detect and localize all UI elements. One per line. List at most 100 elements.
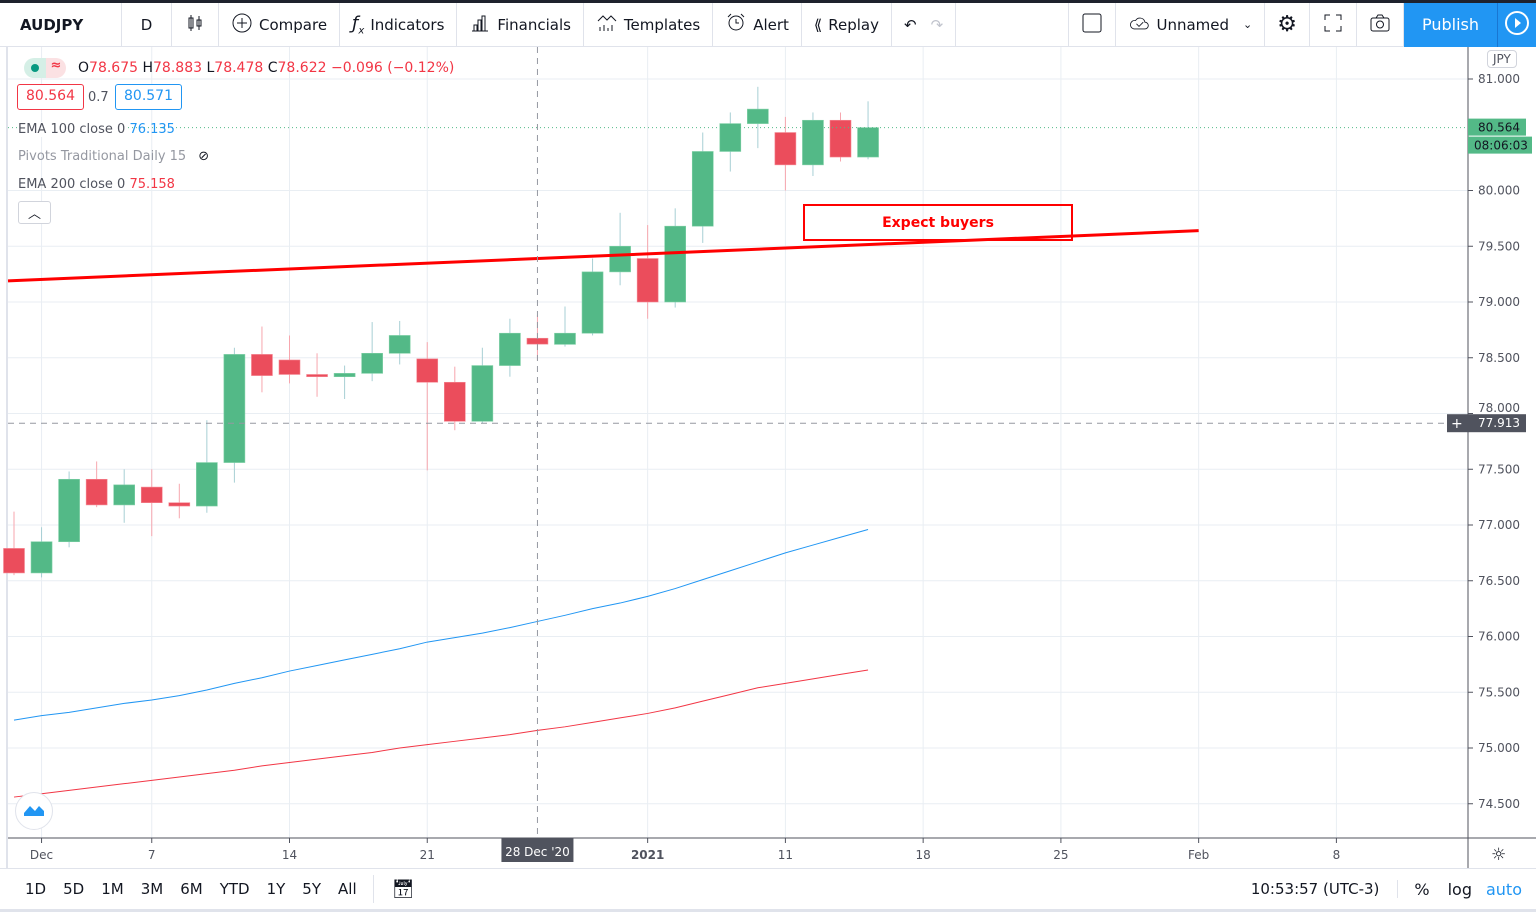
indicator-name: EMA 100 close 0: [18, 122, 126, 137]
interval-button[interactable]: D: [122, 2, 172, 47]
compare-button[interactable]: Compare: [219, 2, 341, 47]
layout-select-button[interactable]: [1069, 2, 1117, 47]
auto-toggle[interactable]: auto: [1485, 879, 1522, 899]
redo-icon[interactable]: ↷: [930, 15, 944, 34]
range-button-all[interactable]: All: [338, 880, 357, 898]
low-label: L: [206, 60, 215, 76]
fullscreen-button[interactable]: [1310, 2, 1357, 47]
range-button-1y[interactable]: 1Y: [266, 880, 286, 898]
range-button-ytd[interactable]: YTD: [219, 880, 250, 898]
candles-icon: [184, 12, 206, 38]
candle-2021-01-13: [829, 112, 852, 162]
crosshair-date-label: 28 Dec '20: [505, 845, 570, 859]
crosshair-price-label-bg: [1447, 414, 1526, 433]
candle-2021-01-04: [636, 225, 659, 319]
range-button-1d[interactable]: 1D: [25, 880, 47, 898]
cloud-check-icon: [1128, 12, 1150, 38]
symbol-search-button[interactable]: AUDJPY: [0, 2, 122, 47]
log-toggle[interactable]: log: [1447, 879, 1472, 899]
indicator-ema100[interactable]: EMA 100 close 0 76.135: [18, 122, 175, 137]
templates-button[interactable]: Templates: [584, 2, 714, 47]
tradingview-logo[interactable]: [15, 792, 53, 830]
low-value: 78.478: [214, 60, 264, 76]
range-button-1m[interactable]: 1M: [101, 880, 124, 898]
candle-2020-12-30: [581, 258, 604, 336]
candle-body: [747, 108, 769, 124]
candle-2020-12-14: [278, 335, 301, 384]
time-tick-label: 8: [1333, 848, 1341, 862]
close-label: C: [267, 60, 278, 76]
open-value: 78.675: [89, 60, 139, 76]
tradingview-cloud-icon: [22, 801, 46, 821]
candle-body: [168, 502, 191, 507]
price-tick-label: 78.500: [1478, 351, 1520, 365]
candle-body: [113, 484, 135, 506]
price-tick-label: 78.000: [1478, 401, 1520, 415]
candle-2020-12-09: [196, 420, 218, 513]
candle-2020-12-29: [554, 306, 576, 347]
crosshair-price-label: 77.913: [1478, 416, 1520, 430]
chart-type-button[interactable]: [172, 2, 219, 47]
candle-2020-12-23: [471, 347, 494, 424]
publish-video-button[interactable]: [1498, 2, 1536, 47]
close-value: 78.622: [277, 60, 327, 76]
snapshot-button[interactable]: [1357, 2, 1404, 47]
financials-button[interactable]: Financials: [457, 2, 584, 47]
go-to-date-icon[interactable]: 📅︎: [391, 878, 415, 900]
alarm-clock-icon: [725, 12, 747, 38]
range-button-3m[interactable]: 3M: [140, 880, 164, 898]
candle-2020-12-08: [168, 483, 191, 519]
range-button-6m[interactable]: 6M: [180, 880, 203, 898]
camera-icon: [1369, 12, 1391, 38]
settings-button[interactable]: ⚙: [1265, 2, 1310, 47]
buy-price-button[interactable]: 80.571: [115, 84, 182, 110]
candle-2020-12-18: [388, 320, 411, 365]
replay-button[interactable]: ⟪ Replay: [802, 2, 892, 47]
candle-body: [471, 365, 494, 422]
candle-2020-12-15: [306, 353, 328, 397]
candle-body: [857, 127, 879, 158]
candle-2020-12-31: [609, 212, 631, 286]
candle-2020-12-11: [251, 326, 273, 393]
candle-2020-12-10: [223, 347, 246, 483]
high-value: 78.883: [153, 60, 203, 76]
range-buttons: 1D 5D 1M 3M 6M YTD 1Y 5Y All: [0, 875, 374, 903]
candle-2020-12-03: [85, 461, 108, 508]
alert-button[interactable]: Alert: [713, 2, 802, 47]
square-icon: [1081, 12, 1103, 38]
candle-body: [223, 354, 246, 463]
crosshair-add-icon[interactable]: +: [1451, 416, 1463, 432]
candle-2020-12-07: [140, 469, 163, 537]
annotation-box[interactable]: Expect buyers: [803, 204, 1073, 241]
save-layout-button[interactable]: Unnamed ⌄: [1116, 2, 1266, 47]
toolbar-spacer: [956, 2, 1070, 47]
price-chart[interactable]: 81.000 80.000 79.500 79.000 78.500 78.000 77.5…: [0, 47, 1536, 868]
candle-body: [554, 332, 576, 345]
time-tick-label: 11: [778, 848, 793, 862]
undo-icon[interactable]: ↶: [904, 15, 917, 34]
percent-toggle[interactable]: %: [1414, 879, 1430, 899]
axis-settings-icon[interactable]: ☼: [1491, 845, 1507, 865]
indicators-button[interactable]: ƒx Indicators: [340, 2, 458, 47]
candle-body: [251, 354, 273, 376]
open-label: O: [78, 60, 90, 76]
sell-price-button[interactable]: 80.564: [17, 84, 84, 110]
price-tick-label: 79.000: [1478, 295, 1520, 309]
fullscreen-icon: [1322, 12, 1344, 38]
indicator-pivots[interactable]: Pivots Traditional Daily 15 ⊘: [18, 149, 209, 164]
publish-button[interactable]: Publish: [1403, 2, 1498, 47]
eye-off-icon[interactable]: ⊘: [198, 149, 210, 164]
range-button-5d[interactable]: 5D: [63, 880, 85, 898]
crosshair-date-label-bg: [501, 838, 574, 862]
price-tick-label: 76.500: [1478, 574, 1520, 588]
range-button-5y[interactable]: 5Y: [302, 880, 322, 898]
candle-2020-12-22: [443, 366, 466, 431]
ohlc-values: O78.675 H78.883 L78.478 C78.622 −0.096 (…: [78, 60, 454, 76]
indicator-name: EMA 200 close 0: [18, 177, 126, 192]
indicator-ema200[interactable]: EMA 200 close 0 75.158: [18, 177, 175, 192]
price-tick-label: 75.000: [1478, 741, 1520, 755]
clock-timezone[interactable]: 10:53:57 (UTC-3): [1251, 880, 1399, 898]
collapse-legend-button[interactable]: ︿: [18, 201, 51, 224]
candle-2020-12-04: [113, 469, 135, 523]
candle-body: [278, 359, 301, 375]
